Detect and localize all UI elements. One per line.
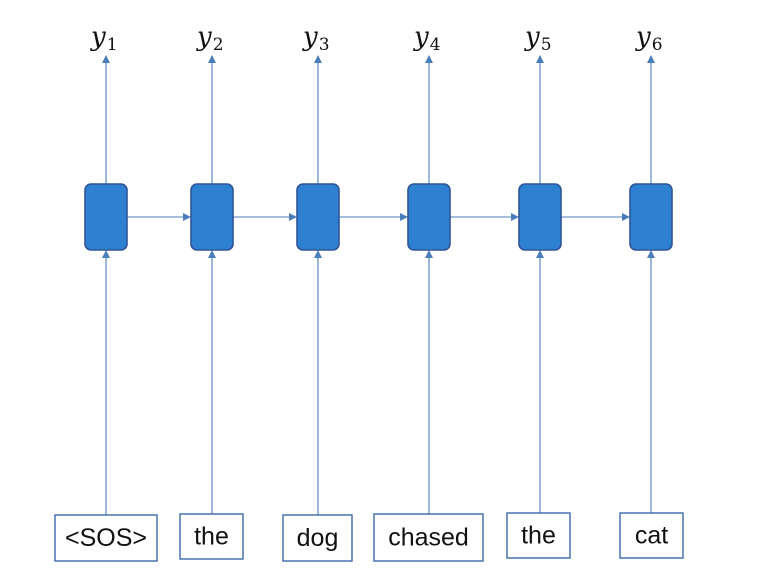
output-label-subscript: 6 xyxy=(652,35,663,55)
input-tokens-layer: <SOS> the dog chased the cat xyxy=(54,512,684,562)
input-token-1: <SOS> xyxy=(54,514,158,562)
output-label-base: y xyxy=(524,22,540,52)
output-label-subscript: 2 xyxy=(213,35,224,55)
input-token-5: the xyxy=(506,512,571,559)
input-token-box xyxy=(373,513,484,562)
rnn-cells-layer xyxy=(84,183,673,251)
arrows-layer xyxy=(102,55,655,515)
output-label-base: y xyxy=(90,22,106,52)
output-label-subscript: 5 xyxy=(541,35,552,55)
output-label-base: y xyxy=(635,22,651,52)
rnn-cell-3 xyxy=(296,183,340,251)
rnn-cell-5 xyxy=(518,183,562,251)
input-token-box xyxy=(282,514,353,562)
input-token-text: the xyxy=(194,523,229,551)
input-token-6: cat xyxy=(619,512,684,559)
output-label-3: y3 xyxy=(302,22,330,55)
input-token-text: chased xyxy=(388,524,469,552)
input-token-box xyxy=(54,514,158,562)
output-label-subscript: 1 xyxy=(107,35,118,55)
input-token-box xyxy=(179,513,244,560)
input-token-2: the xyxy=(179,513,244,560)
rnn-cell-2 xyxy=(190,183,234,251)
output-labels-layer: y1 y2 y3 y4 y5 y6 xyxy=(90,22,663,55)
output-label-subscript: 4 xyxy=(430,35,441,55)
output-label-base: y xyxy=(413,22,429,52)
output-label-subscript: 3 xyxy=(319,35,330,55)
output-label-6: y6 xyxy=(635,22,663,55)
output-label-5: y5 xyxy=(524,22,552,55)
input-token-text: the xyxy=(521,522,556,550)
output-label-base: y xyxy=(196,22,212,52)
output-label-base: y xyxy=(302,22,318,52)
rnn-cell-6 xyxy=(629,183,673,251)
rnn-cell-4 xyxy=(407,183,451,251)
input-token-4: chased xyxy=(373,513,484,562)
output-label-2: y2 xyxy=(196,22,224,55)
input-token-text: dog xyxy=(297,524,339,552)
rnn-cell-1 xyxy=(84,183,128,251)
input-token-text: cat xyxy=(635,522,668,550)
input-token-box xyxy=(619,512,684,559)
output-label-1: y1 xyxy=(90,22,118,55)
output-label-4: y4 xyxy=(413,22,441,55)
input-token-3: dog xyxy=(282,514,353,562)
input-token-box xyxy=(506,512,571,559)
input-token-text: <SOS> xyxy=(65,524,147,552)
